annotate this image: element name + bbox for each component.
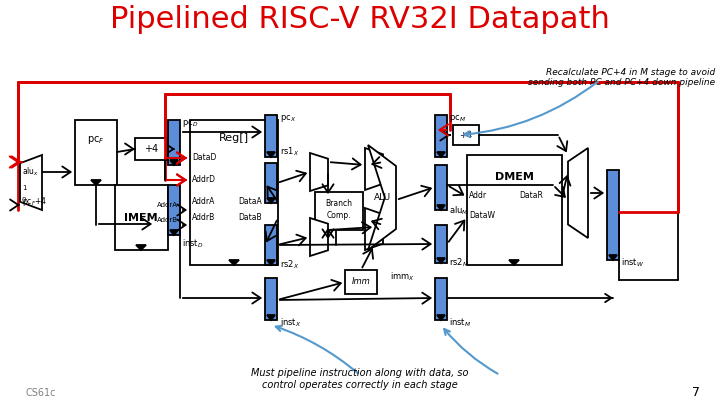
Text: DataR: DataR <box>519 190 543 200</box>
Polygon shape <box>267 198 275 203</box>
Text: IMEM: IMEM <box>124 213 158 223</box>
Bar <box>265 163 277 203</box>
Bar <box>345 270 377 294</box>
Bar <box>168 185 180 235</box>
Bar <box>435 278 447 320</box>
Polygon shape <box>310 153 328 191</box>
Text: inst$_X$: inst$_X$ <box>280 317 302 329</box>
Text: Branch: Branch <box>325 200 353 209</box>
Polygon shape <box>267 152 275 157</box>
Bar <box>435 115 447 157</box>
Polygon shape <box>267 260 275 265</box>
Text: DataD: DataD <box>192 153 217 162</box>
Text: pc$_X$: pc$_X$ <box>280 113 296 124</box>
Text: pc$_M$: pc$_M$ <box>449 113 466 124</box>
Bar <box>453 125 479 145</box>
Text: imm$_X$: imm$_X$ <box>390 271 415 283</box>
Bar <box>315 192 363 230</box>
Text: AddrB: AddrB <box>192 213 215 222</box>
Text: ALU: ALU <box>374 192 390 202</box>
Text: Comp.: Comp. <box>327 211 351 220</box>
Bar <box>435 165 447 210</box>
Text: Recalculate PC+4 in M stage to avoid
sending both PC and PC+4 down pipeline: Recalculate PC+4 in M stage to avoid sen… <box>528 68 715 87</box>
Text: DMEM: DMEM <box>495 172 534 182</box>
Text: rs1$_X$: rs1$_X$ <box>280 146 300 158</box>
Bar <box>467 155 562 265</box>
Bar <box>75 120 117 185</box>
Text: DataA: DataA <box>238 198 262 207</box>
Text: +4: +4 <box>459 130 472 139</box>
Polygon shape <box>609 255 617 260</box>
Text: 0: 0 <box>22 197 27 203</box>
Bar <box>265 225 277 265</box>
Text: rs2$_X$: rs2$_X$ <box>280 259 300 271</box>
Polygon shape <box>310 218 328 256</box>
Bar <box>265 278 277 320</box>
Text: pc$_F$+4: pc$_F$+4 <box>22 195 48 208</box>
Text: Must pipeline instruction along with data, so
control operates correctly in each: Must pipeline instruction along with dat… <box>251 368 469 390</box>
Polygon shape <box>91 180 101 185</box>
Polygon shape <box>368 145 396 250</box>
Bar <box>168 120 180 165</box>
Text: inst$_D$: inst$_D$ <box>182 237 204 249</box>
Text: alu$_M$: alu$_M$ <box>449 205 469 217</box>
Polygon shape <box>170 230 178 235</box>
Text: AddrA: AddrA <box>192 198 215 207</box>
Text: inst$_M$: inst$_M$ <box>449 317 472 329</box>
Text: alu$_x$: alu$_x$ <box>22 165 39 177</box>
Text: Pipelined RISC-V RV32I Datapath: Pipelined RISC-V RV32I Datapath <box>110 5 610 34</box>
Text: AddrB: AddrB <box>157 217 178 223</box>
Text: 7: 7 <box>692 386 700 399</box>
Polygon shape <box>437 315 445 320</box>
Bar <box>190 120 278 265</box>
Polygon shape <box>267 315 275 320</box>
Text: pc$_F$: pc$_F$ <box>87 134 105 146</box>
Polygon shape <box>229 260 239 265</box>
Text: AddrA: AddrA <box>157 202 178 208</box>
Polygon shape <box>20 155 42 210</box>
Bar <box>115 185 168 250</box>
Bar <box>135 138 167 160</box>
Text: DataB: DataB <box>238 213 261 222</box>
Bar <box>435 225 447 263</box>
Polygon shape <box>437 205 445 210</box>
Text: inst$_W$: inst$_W$ <box>621 257 644 269</box>
Polygon shape <box>365 148 383 190</box>
Text: rs2$_M$: rs2$_M$ <box>449 257 469 269</box>
Text: +4: +4 <box>144 144 158 154</box>
Polygon shape <box>509 260 519 265</box>
Polygon shape <box>437 152 445 157</box>
Text: Addr: Addr <box>469 190 487 200</box>
Polygon shape <box>568 148 588 238</box>
Polygon shape <box>437 258 445 263</box>
Polygon shape <box>365 208 383 250</box>
Text: pc$_D$: pc$_D$ <box>182 118 198 129</box>
Text: DataW: DataW <box>469 211 495 220</box>
Polygon shape <box>136 245 146 250</box>
Text: CS61c: CS61c <box>25 388 55 398</box>
Bar <box>607 170 619 260</box>
Text: Imm: Imm <box>351 277 370 286</box>
Text: 1: 1 <box>22 185 27 191</box>
Bar <box>265 115 277 157</box>
Text: AddrD: AddrD <box>192 175 216 185</box>
Text: Reg[]: Reg[] <box>219 133 249 143</box>
Polygon shape <box>170 160 178 165</box>
